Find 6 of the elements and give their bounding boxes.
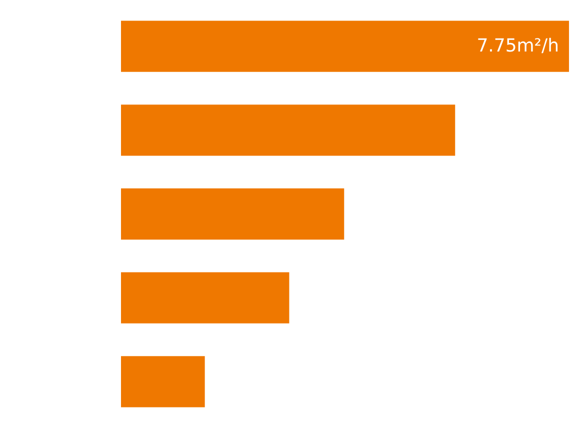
bar (121, 104, 456, 156)
bar (121, 272, 290, 324)
bar (121, 188, 344, 240)
bar (121, 20, 569, 72)
bar (121, 356, 205, 408)
data-label: 7.75m²/h (476, 35, 559, 56)
